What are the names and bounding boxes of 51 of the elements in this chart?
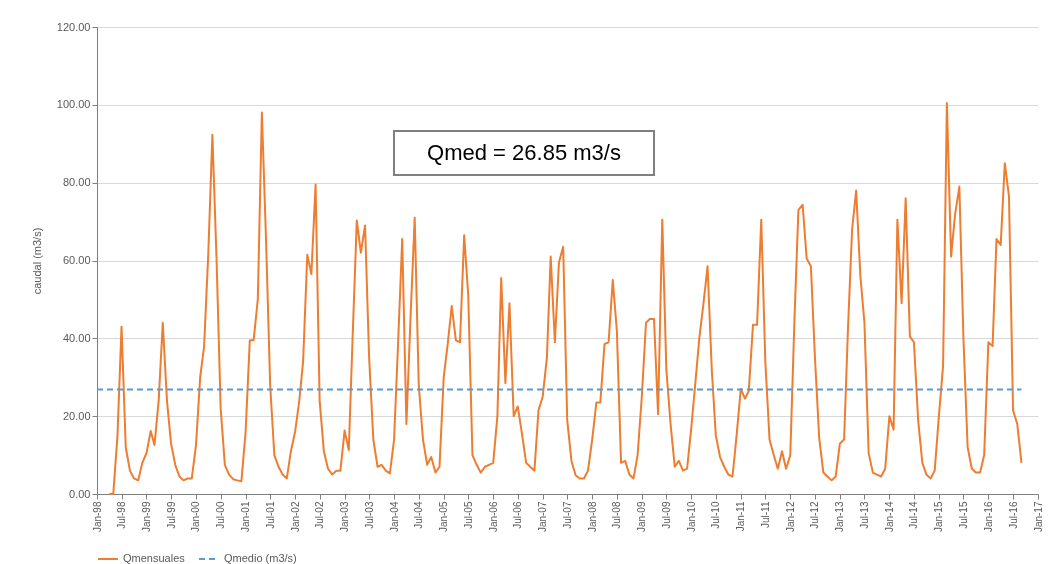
y-tick-label: 0.00 (69, 487, 91, 500)
line-series (108, 101, 1023, 495)
x-tick-label: Jan-16 (982, 501, 994, 533)
x-tick-label: Jan-02 (289, 501, 301, 533)
x-tick-label: Jul-13 (858, 501, 870, 529)
x-tick-label: Jan-05 (438, 501, 450, 533)
x-tick-label: Jan-00 (190, 501, 202, 533)
x-tick-label: Jan-04 (388, 501, 400, 533)
x-tick-label: Jul-15 (957, 501, 969, 529)
x-tick-label: Jul-09 (660, 501, 672, 529)
x-tick-label: Jan-09 (636, 501, 648, 533)
y-tick-label: 60.00 (62, 254, 91, 266)
x-tick-label: Jul-01 (264, 501, 276, 529)
legend-label: Qmensuales (123, 552, 186, 564)
x-tick-label: Jan-98 (91, 501, 103, 533)
x-tick-label: Jul-06 (512, 501, 524, 529)
x-tick-label: Jan-10 (685, 501, 697, 533)
x-tick-label: Jul-05 (462, 501, 474, 529)
legend-label: Qmedio (m3/s) (224, 552, 297, 564)
annotation: Qmed = 26.85 m3/s (393, 130, 655, 176)
x-tick-label: Jul-16 (1007, 501, 1019, 529)
x-tick-label: Jan-08 (586, 501, 598, 533)
x-tick-label: Jan-06 (487, 501, 499, 533)
x-tick-label: Jan-13 (834, 501, 846, 533)
x-tick-label: Jan-07 (537, 501, 549, 533)
y-tick-label: 20.00 (62, 409, 91, 422)
x-tick-label: Jul-04 (413, 501, 425, 529)
x-tick-label: Jan-14 (883, 501, 895, 533)
x-tick-label: Jul-10 (710, 501, 722, 529)
x-tick-label: Jan-99 (140, 501, 152, 533)
x-tick-label: Jul-98 (116, 501, 128, 529)
x-tick-label: Jul-11 (759, 501, 771, 528)
x-tick-label: Jan-17 (1032, 501, 1044, 533)
x-tick-label: Jul-99 (165, 501, 177, 529)
x-tick-label: Jul-03 (363, 501, 375, 529)
x-tick-label: Jul-02 (314, 501, 326, 529)
x-tick-label: Jul-08 (611, 501, 623, 529)
x-tick-label: Jul-12 (809, 501, 821, 529)
x-tick-label: Jan-01 (240, 501, 252, 533)
y-tick-label: 40.00 (62, 331, 91, 344)
x-tick-label: Jul-14 (908, 501, 920, 529)
x-tick-label: Jul-07 (561, 501, 573, 529)
x-tick-label: Jan-15 (933, 501, 945, 533)
y-axis-title: caudal (m3/s) (30, 227, 43, 295)
x-tick-label: Jul-00 (215, 501, 227, 529)
x-tick-label: Jan-03 (339, 501, 351, 533)
y-tick-label: 120.00 (56, 20, 91, 33)
x-tick-label: Jan-11 (735, 501, 747, 532)
y-tick-label: 80.00 (62, 176, 91, 189)
x-tick-label: Jan-12 (784, 501, 796, 533)
y-tick-label: 100.00 (56, 98, 91, 111)
